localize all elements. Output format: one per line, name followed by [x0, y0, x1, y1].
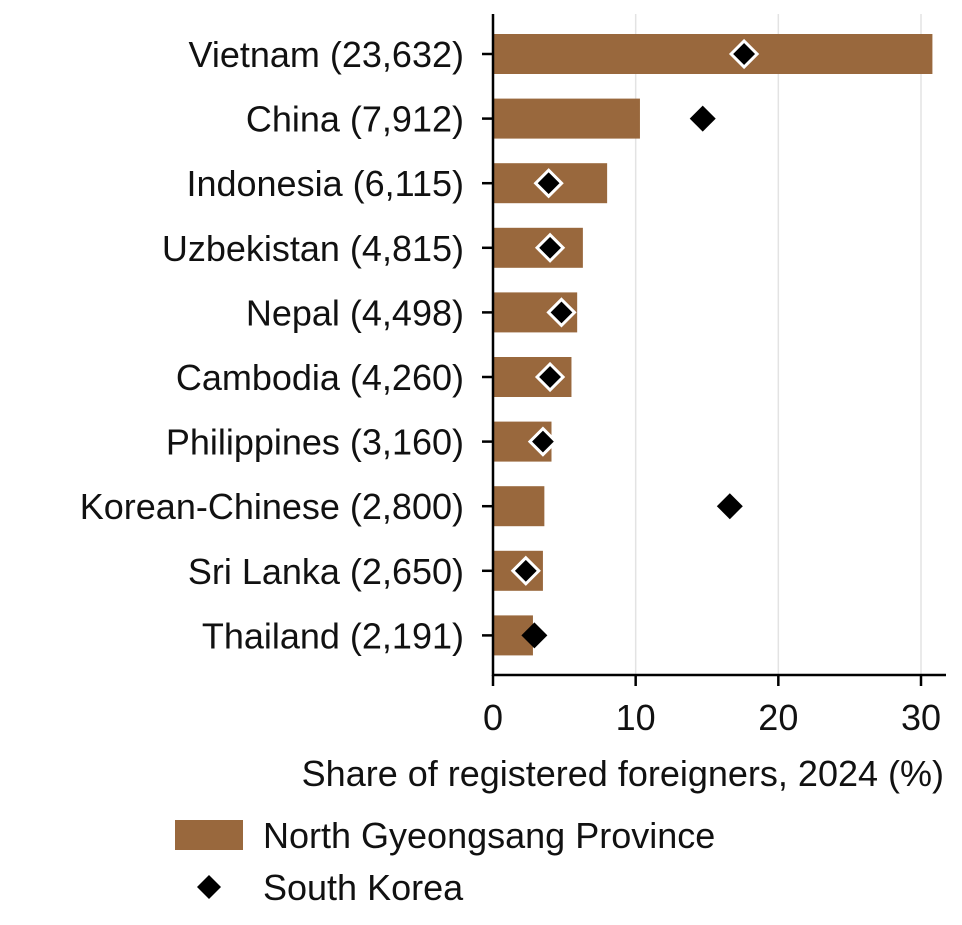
- category-label: Uzbekistan (4,815): [162, 228, 464, 269]
- category-label: Indonesia (6,115): [186, 163, 464, 204]
- bar-series: [493, 34, 933, 656]
- category-label: Sri Lanka (2,650): [188, 551, 464, 592]
- marker-diamond: [510, 555, 541, 586]
- marker-diamond: [521, 622, 548, 649]
- x-tick-label: 10: [616, 697, 656, 738]
- x-tick-label: 20: [758, 697, 798, 738]
- x-tick-label: 30: [901, 697, 941, 738]
- marker-diamond: [689, 105, 716, 132]
- marker-diamond: [527, 426, 559, 457]
- category-labels: Vietnam (23,632) China (7,912) Indonesia (…: [80, 34, 493, 656]
- legend-swatch-diamond-icon: [197, 875, 221, 899]
- bar: [493, 34, 933, 74]
- category-label: Nepal (4,498): [246, 292, 464, 333]
- x-axis-title: Share of registered foreigners, 2024 (%): [302, 753, 944, 794]
- x-ticks: 0 10 20 30: [483, 675, 941, 738]
- legend-label-bar: North Gyeongsang Province: [263, 815, 715, 856]
- bar: [493, 98, 640, 139]
- category-label: Korean-Chinese (2,800): [80, 486, 464, 527]
- marker-diamond: [716, 493, 743, 520]
- marker-diamond: [533, 168, 564, 199]
- legend: North Gyeongsang Province South Korea: [175, 815, 715, 908]
- legend-label-marker: South Korea: [263, 867, 464, 908]
- category-label: China (7,912): [246, 99, 464, 140]
- bar: [493, 486, 545, 527]
- legend-swatch-bar: [175, 820, 243, 850]
- category-label: Thailand (2,191): [202, 615, 464, 656]
- category-label: Cambodia (4,260): [176, 357, 464, 398]
- marker-diamond: [728, 38, 760, 70]
- marker-diamond: [534, 232, 566, 263]
- x-tick-label: 0: [483, 697, 503, 738]
- grid-lines: [634, 14, 922, 675]
- category-label: Vietnam (23,632): [188, 34, 464, 75]
- axes: [491, 14, 946, 677]
- marker-series: [510, 38, 760, 649]
- marker-diamond: [534, 361, 566, 393]
- marker-diamond: [546, 297, 577, 328]
- category-label: Philippines (3,160): [166, 422, 464, 463]
